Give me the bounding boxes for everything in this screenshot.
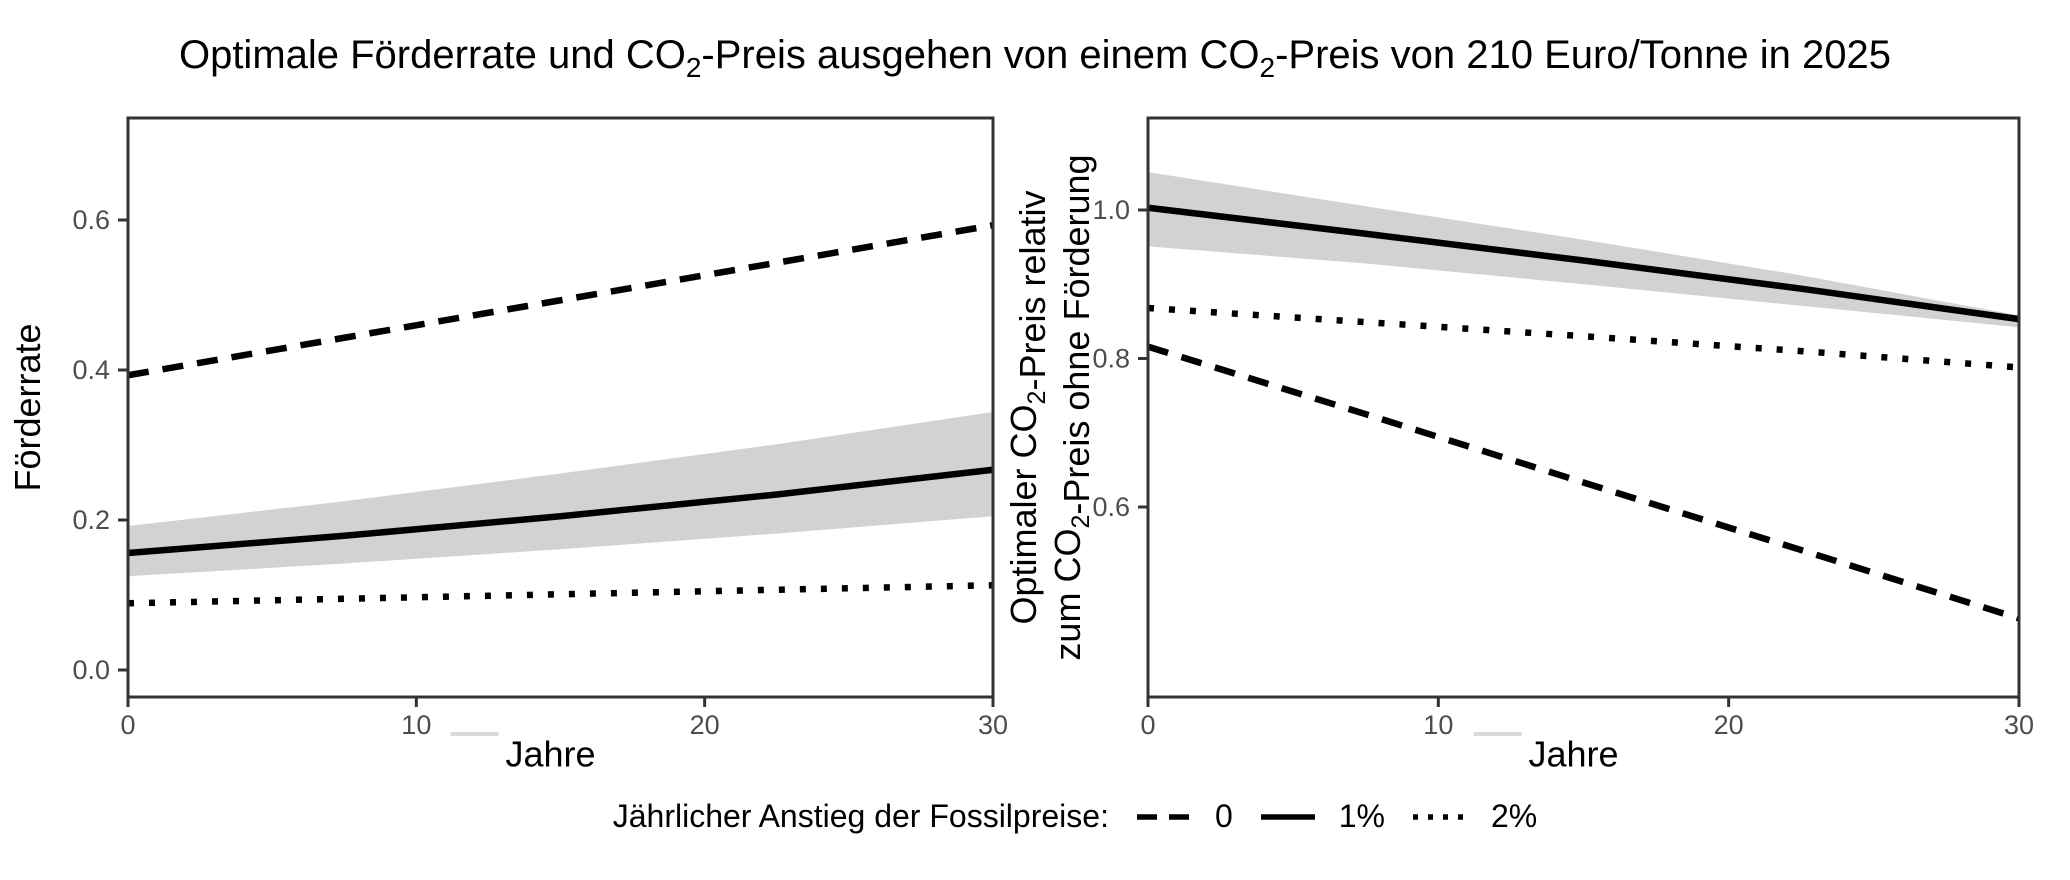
y-axis-title: Förderrate	[7, 323, 48, 491]
panel-left: 0 10 20 30 0.0 0.2 0.4 0.6 Jahre Förderrate	[7, 116, 1008, 774]
y-axis-title: zum CO2-Preis ohne Förderung	[1047, 154, 1097, 660]
x-axis-title: Jahre	[505, 733, 595, 774]
x-tick-label: 10	[1423, 710, 1453, 740]
line-dotted-left	[127, 582, 994, 607]
y-axis-title-subscript: 2	[1023, 391, 1051, 405]
legend-label: Jährlicher Anstieg der Fossilpreise:	[612, 798, 1109, 834]
x-tick-label: 0	[1140, 710, 1155, 740]
y-axis-title-text: Förderrate	[7, 323, 48, 491]
y-axis-title: Optimaler CO2-Preis relativ	[1003, 191, 1053, 625]
legend-key-solid-icon	[1260, 813, 1315, 820]
confidence-ribbon-left	[128, 412, 993, 577]
y-tick-label: 1.0	[1092, 195, 1130, 225]
panel-border-right	[1146, 116, 2021, 699]
y-tick-label: 0.8	[1092, 344, 1130, 374]
panel-border-left	[126, 116, 995, 699]
x-tick-label: 0	[120, 710, 135, 740]
y-tick-label: 0.4	[72, 355, 110, 385]
legend-key-dotted-icon	[1413, 813, 1469, 820]
legend-item-1pct: 1%	[1259, 798, 1385, 835]
legend: Jährlicher Anstieg der Fossilpreise: 0 1%…	[0, 798, 2070, 835]
legend-item-0: 0	[1135, 798, 1233, 835]
x-tick-label: 20	[1714, 710, 1744, 740]
y-axis-title-text: Optimaler CO	[1003, 404, 1044, 624]
legend-key-dashed-icon	[1136, 813, 1191, 820]
line-solid-left	[127, 466, 994, 557]
legend-item-2pct: 2%	[1411, 798, 1537, 835]
x-axis-title: Jahre	[1528, 733, 1618, 774]
title-subscript: 2	[685, 52, 702, 83]
legend-item-label: 0	[1214, 798, 1233, 834]
y-axis-title-text: -Preis ohne Förderung	[1056, 154, 1097, 514]
line-dashed-right	[1147, 343, 2020, 622]
y-axis-title-subscript: 2	[1067, 515, 1095, 529]
legend-item-label: 2%	[1491, 798, 1538, 834]
x-tick-label: 30	[2004, 710, 2034, 740]
x-tick-label: 30	[978, 710, 1008, 740]
y-tick-label: 0.6	[72, 205, 110, 235]
y-tick-label: 0.0	[72, 655, 110, 685]
line-solid-right	[1147, 204, 2020, 323]
title-subscript: 2	[1259, 52, 1276, 83]
x-tick-label: 10	[401, 710, 431, 740]
y-axis-title-text: -Preis relativ	[1012, 191, 1053, 391]
line-dotted-right	[1147, 304, 2020, 371]
title-text: -Preis ausgehen von einem CO	[701, 33, 1260, 77]
y-axis-title-text: zum CO	[1047, 529, 1088, 661]
title-text: -Preis von 210 Euro/Tonne in 2025	[1275, 33, 1892, 77]
title-text: Optimale Förderrate und CO	[178, 33, 686, 77]
x-tick-label: 20	[690, 710, 720, 740]
y-tick-label: 0.6	[1092, 492, 1130, 522]
y-tick-label: 0.2	[72, 505, 110, 535]
chart-title: Optimale Förderrate und CO2-Preis ausgeh…	[0, 34, 2070, 89]
line-dashed-left	[127, 222, 994, 379]
legend-item-label: 1%	[1338, 798, 1385, 834]
